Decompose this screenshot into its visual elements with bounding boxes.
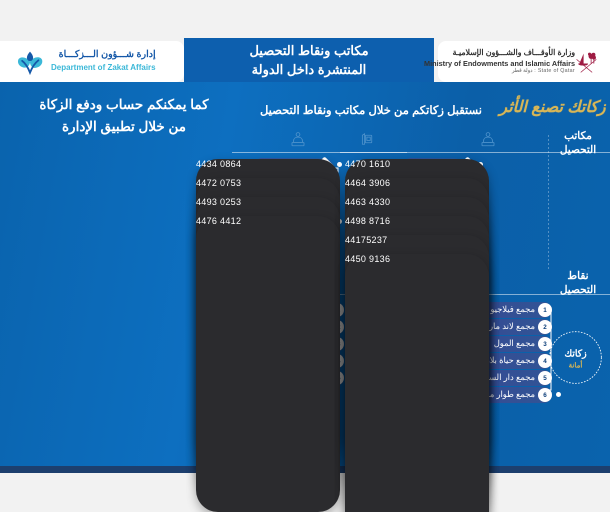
svg-text:زكاتك: زكاتك bbox=[564, 348, 587, 359]
svg-text:أمانة: أمانة bbox=[569, 359, 583, 369]
